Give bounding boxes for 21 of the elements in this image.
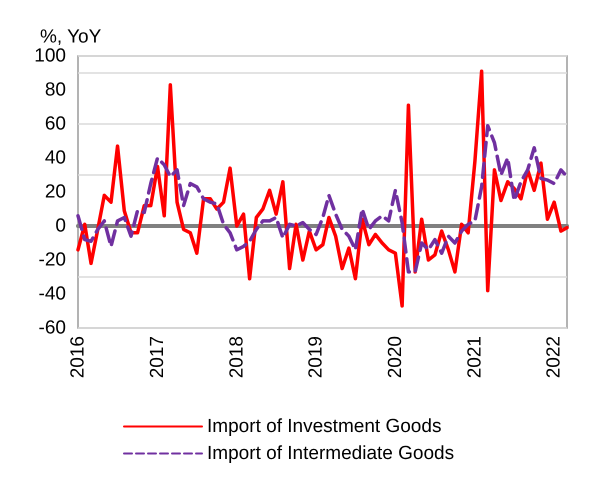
- x-tick-label: 2018: [226, 336, 248, 378]
- y-tick-label: 60: [44, 114, 66, 134]
- y-tick-label: 40: [44, 148, 66, 168]
- x-tick-label: 2019: [306, 336, 327, 378]
- y-tick-label: 20: [44, 182, 66, 202]
- y-tick-label: 80: [44, 80, 66, 100]
- x-tick-label: 2020: [384, 336, 406, 378]
- legend-label: Import of Investment Goods: [207, 416, 442, 437]
- legend-label: Import of Intermediate Goods: [207, 443, 454, 464]
- x-tick-label: 2022: [544, 336, 565, 378]
- y-tick-label: -20: [38, 250, 66, 270]
- x-tick-label: 2016: [68, 336, 88, 378]
- line-series: [76, 124, 569, 274]
- x-tick-label: 2021: [464, 336, 486, 378]
- y-tick-label: 0: [55, 216, 66, 236]
- y-tick-label: -40: [38, 284, 66, 304]
- y-tick-label: -60: [38, 318, 66, 338]
- y-axis-title: %, YoY: [40, 26, 102, 48]
- y-tick-label: 100: [34, 46, 66, 66]
- line-series: [76, 70, 569, 308]
- x-tick-label: 2017: [147, 336, 168, 378]
